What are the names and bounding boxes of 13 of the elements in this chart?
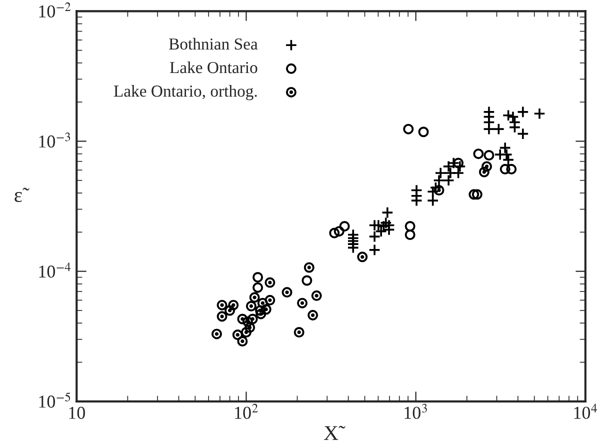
x-tick-label: 10$^{3}$: [404, 404, 427, 419]
legend-label: Lake Ontario, orthog.: [114, 85, 257, 100]
y-axis-title: ε̃: [14, 188, 30, 202]
x-tick-label: 10$^{4}$: [574, 404, 597, 419]
y-tick-label: 10$^{−4}$: [39, 262, 71, 278]
legend-label: Bothnian Sea: [169, 38, 258, 50]
y-tick-label: 10$^{−2}$: [39, 2, 71, 18]
x-tick-label: 10$^{2}$: [235, 404, 258, 419]
y-tick-label: 10$^{−3}$: [39, 132, 70, 148]
x-tick-label: 10: [69, 406, 85, 419]
x-axis-title: X̃: [324, 426, 346, 440]
y-tick-label: 10$^{−5}$: [39, 392, 70, 408]
legend-label: Lake Ontario: [170, 61, 258, 74]
